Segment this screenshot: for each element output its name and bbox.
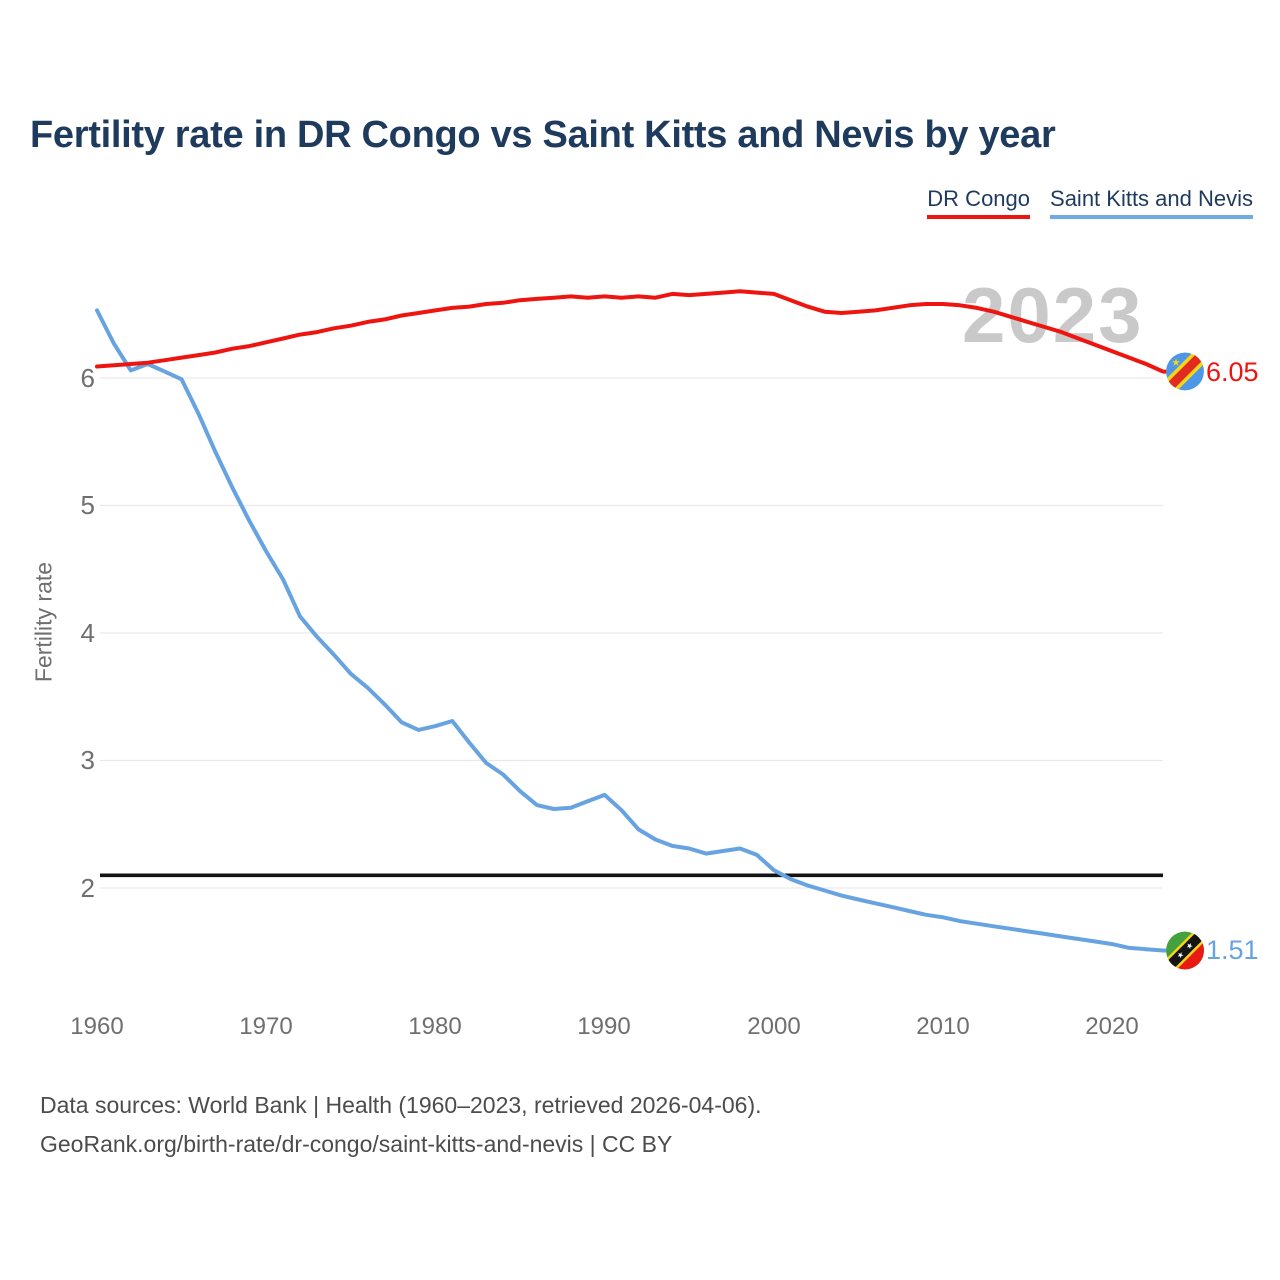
y-tick-6: 6 — [80, 363, 95, 393]
x-tick-2020: 2020 — [1085, 1013, 1139, 1040]
x-tick-2010: 2010 — [916, 1013, 970, 1040]
dr-congo-end-value: 6.05 — [1206, 357, 1259, 387]
legend-underline-dr-congo — [927, 215, 1031, 219]
y-tick-3: 3 — [80, 745, 95, 775]
y-tick-5: 5 — [80, 490, 95, 520]
x-tick-2000: 2000 — [747, 1013, 801, 1040]
gridlines — [100, 377, 1163, 889]
legend-item-dr-congo[interactable]: DR Congo — [927, 186, 1031, 219]
x-tick-1980: 1980 — [408, 1013, 462, 1040]
x-tick-1970: 1970 — [239, 1013, 293, 1040]
saint-kitts-line — [95, 308, 1170, 953]
legend-label-saint-kitts: Saint Kitts and Nevis — [1050, 186, 1253, 211]
dr-congo-line — [95, 289, 1170, 374]
legend-underline-saint-kitts — [1050, 215, 1253, 219]
footer-sources-line: Data sources: World Bank | Health (1960–… — [40, 1092, 762, 1118]
x-tick-1990: 1990 — [577, 1013, 631, 1040]
x-tick-1960: 1960 — [70, 1013, 124, 1040]
legend-label-dr-congo: DR Congo — [927, 186, 1031, 211]
y-tick-4: 4 — [80, 618, 95, 648]
page-title: Fertility rate in DR Congo vs Saint Kitt… — [30, 114, 1056, 156]
y-tick-2: 2 — [80, 873, 95, 903]
footer-url-line: GeoRank.org/birth-rate/dr-congo/saint-ki… — [40, 1131, 673, 1157]
saint-kitts-end-value: 1.51 — [1206, 935, 1259, 965]
footer: Data sources: World Bank | Health (1960–… — [40, 1086, 762, 1164]
watermark-year: 2023 — [962, 271, 1144, 359]
legend: DR Congo Saint Kitts and Nevis — [927, 186, 1253, 219]
saint-kitts-and-nevis-flag-icon — [1166, 931, 1204, 970]
legend-item-saint-kitts[interactable]: Saint Kitts and Nevis — [1050, 186, 1253, 219]
dr-congo-flag-icon — [1166, 352, 1204, 391]
